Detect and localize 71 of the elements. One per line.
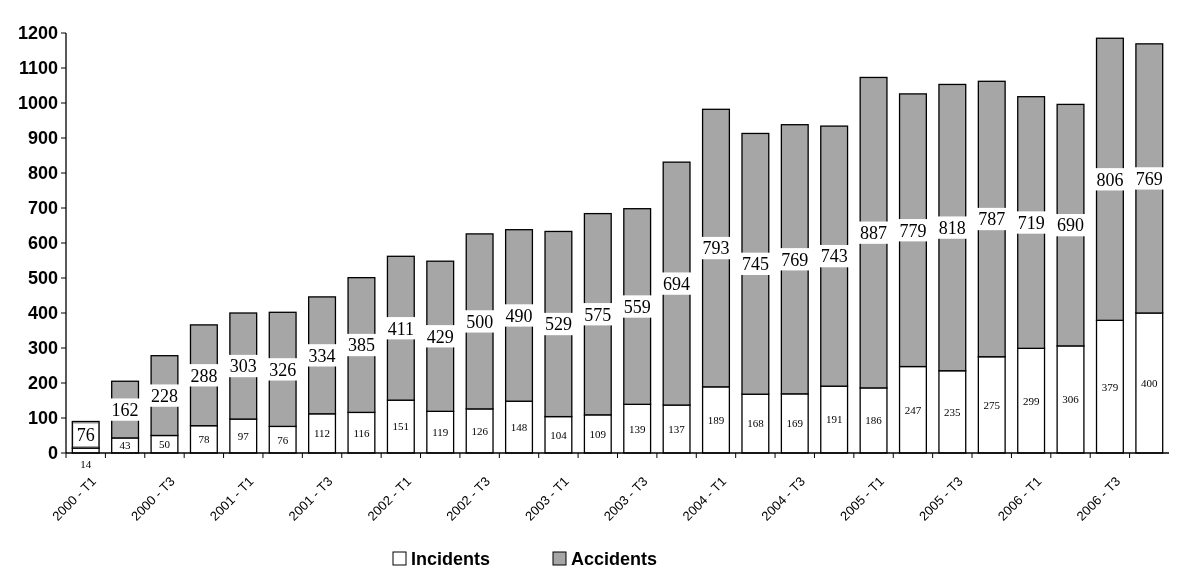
data-label: 78 bbox=[198, 433, 210, 446]
y-tick-label: 400 bbox=[27, 303, 58, 324]
data-label: 769 bbox=[1135, 168, 1163, 189]
data-label: 126 bbox=[471, 424, 489, 437]
data-label: 186 bbox=[865, 414, 883, 427]
y-tick-label: 1000 bbox=[17, 93, 58, 114]
data-label: 334 bbox=[308, 345, 336, 366]
data-label: 162 bbox=[111, 399, 139, 420]
data-label: 787 bbox=[978, 209, 1006, 230]
y-tick-label: 500 bbox=[27, 268, 58, 289]
data-label: 793 bbox=[702, 238, 730, 259]
data-label: 385 bbox=[347, 335, 375, 356]
data-label: 104 bbox=[550, 428, 568, 441]
data-label: 411 bbox=[387, 318, 415, 339]
data-label: 769 bbox=[781, 249, 809, 270]
y-tick-label: 800 bbox=[27, 163, 58, 184]
y-tick-label: 1200 bbox=[17, 23, 58, 44]
data-label: 228 bbox=[150, 385, 178, 406]
data-label: 191 bbox=[825, 413, 843, 426]
data-label: 119 bbox=[432, 426, 449, 439]
data-label: 139 bbox=[628, 422, 646, 435]
y-tick-label: 100 bbox=[27, 408, 58, 429]
data-label: 303 bbox=[229, 356, 257, 377]
data-label: 299 bbox=[1022, 394, 1040, 407]
data-label: 148 bbox=[510, 420, 528, 433]
data-label: 690 bbox=[1057, 215, 1085, 236]
data-label: 818 bbox=[938, 217, 966, 238]
data-label: 379 bbox=[1101, 380, 1119, 393]
data-label: 745 bbox=[741, 254, 769, 275]
legend-label: Accidents bbox=[571, 549, 658, 569]
data-label: 151 bbox=[392, 420, 410, 433]
data-label: 306 bbox=[1062, 393, 1080, 406]
y-tick-label: 900 bbox=[27, 128, 58, 149]
data-label: 490 bbox=[505, 305, 533, 326]
y-tick-label: 300 bbox=[27, 338, 58, 359]
y-tick-label: 600 bbox=[27, 233, 58, 254]
y-tick-label: 1100 bbox=[18, 58, 58, 79]
y-tick-label: 0 bbox=[47, 443, 58, 464]
data-label: 43 bbox=[119, 439, 132, 452]
y-tick-label: 700 bbox=[27, 198, 58, 219]
data-label: 137 bbox=[668, 422, 686, 435]
data-label: 288 bbox=[190, 365, 218, 386]
data-label: 247 bbox=[904, 403, 922, 416]
data-label: 109 bbox=[589, 427, 607, 440]
data-label: 169 bbox=[786, 417, 804, 430]
data-label: 743 bbox=[820, 246, 848, 267]
data-label: 50 bbox=[158, 438, 171, 451]
y-tick-label: 200 bbox=[27, 373, 58, 394]
data-label: 97 bbox=[237, 429, 250, 442]
data-label: 235 bbox=[944, 405, 962, 418]
data-label: 275 bbox=[983, 398, 1001, 411]
data-label: 806 bbox=[1096, 169, 1124, 190]
legend-label: Incidents bbox=[411, 549, 491, 569]
data-label: 400 bbox=[1141, 376, 1159, 389]
data-label: 529 bbox=[544, 314, 572, 335]
data-label: 575 bbox=[584, 304, 612, 325]
data-label: 14 bbox=[80, 457, 92, 470]
data-label: 189 bbox=[707, 413, 725, 426]
data-label: 779 bbox=[899, 220, 927, 241]
data-label: 116 bbox=[353, 426, 370, 439]
data-label: 326 bbox=[269, 359, 297, 380]
data-label: 429 bbox=[426, 326, 454, 347]
data-label: 76 bbox=[277, 433, 289, 446]
data-label: 719 bbox=[1017, 212, 1045, 233]
data-label: 500 bbox=[466, 311, 494, 332]
data-label: 112 bbox=[314, 427, 331, 440]
data-label: 76 bbox=[76, 425, 95, 446]
data-label: 694 bbox=[663, 273, 691, 294]
data-label: 168 bbox=[747, 417, 765, 430]
data-label: 887 bbox=[860, 222, 888, 243]
data-label: 559 bbox=[623, 296, 651, 317]
